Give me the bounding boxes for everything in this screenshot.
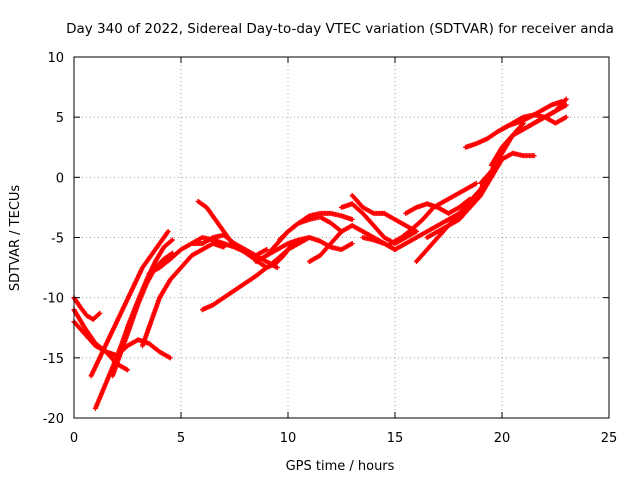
x-tick-label: 10 — [280, 431, 297, 446]
series-track-2 — [71, 295, 103, 322]
data-point — [165, 228, 171, 234]
data-point — [264, 247, 270, 253]
series-track-7 — [139, 241, 227, 349]
data-points — [71, 96, 569, 411]
series-track-20 — [403, 196, 473, 216]
data-point — [167, 355, 173, 361]
data-point — [473, 180, 479, 186]
data-point — [349, 216, 355, 222]
x-tick-label: 25 — [601, 431, 618, 446]
series-track-8 — [146, 235, 270, 277]
data-point — [169, 237, 175, 243]
y-tick-label: -15 — [43, 352, 64, 367]
data-point — [563, 114, 569, 120]
series-track-6 — [110, 250, 175, 379]
y-tick-label: -10 — [43, 292, 64, 307]
data-point — [274, 265, 280, 271]
series-track-16 — [339, 201, 419, 247]
series-track-18 — [360, 210, 462, 253]
x-ticks: 0 5 10 15 20 25 — [70, 57, 617, 446]
y-tick-label: -20 — [43, 412, 64, 427]
x-tick-label: 15 — [387, 431, 404, 446]
y-axis-label: SDTVAR / TECUs — [8, 185, 23, 292]
y-tick-label: -5 — [51, 232, 64, 247]
series-track-17 — [349, 192, 419, 234]
data-point — [563, 96, 569, 102]
y-tick-label: 5 — [56, 111, 64, 126]
chart-title: Day 340 of 2022, Sidereal Day-to-day VTE… — [66, 21, 614, 37]
data-point — [531, 153, 537, 159]
x-tick-label: 5 — [177, 431, 185, 446]
data-point — [413, 228, 419, 234]
series-track-25 — [478, 150, 537, 186]
x-axis-label: GPS time / hours — [286, 459, 395, 474]
y-tick-label: 0 — [56, 171, 64, 186]
data-point — [125, 367, 130, 373]
series-track-14 — [276, 210, 355, 243]
data-point — [563, 102, 569, 108]
series-track-28 — [510, 96, 569, 138]
grid — [74, 57, 609, 418]
y-ticks: -20 -15 -10 -5 0 5 10 — [43, 51, 609, 427]
data-point — [97, 310, 103, 316]
x-tick-label: 20 — [494, 431, 511, 446]
series-track-4 — [88, 228, 171, 379]
x-tick-label: 0 — [70, 431, 78, 446]
data-point — [349, 241, 355, 247]
y-tick-label: 10 — [47, 51, 64, 66]
series-track-19 — [388, 180, 479, 247]
